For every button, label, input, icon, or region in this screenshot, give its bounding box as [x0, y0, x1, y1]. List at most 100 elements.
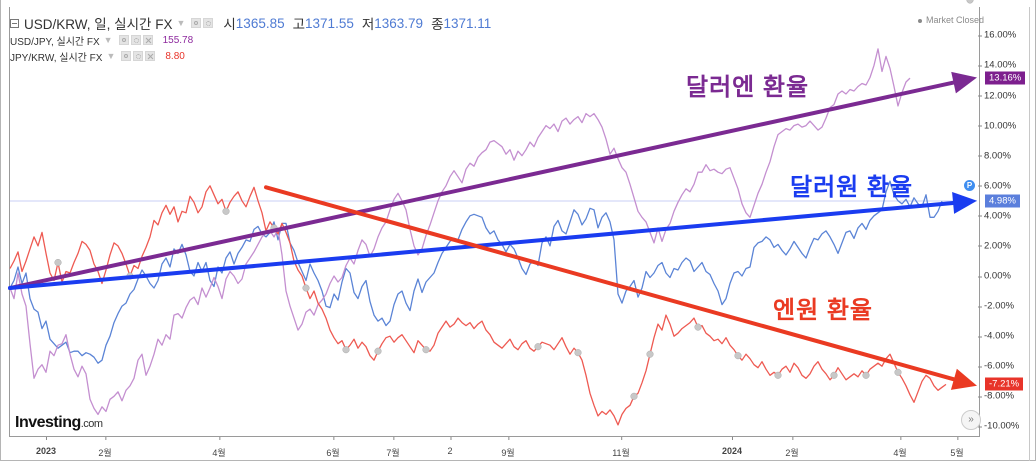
annotation-usdjpy: 달러엔 환율 — [686, 74, 810, 101]
visibility-icon[interactable] — [191, 18, 202, 28]
settings-icon[interactable] — [130, 35, 141, 45]
event-marker-icon[interactable] — [894, 368, 902, 376]
trend-arrow-line — [264, 185, 956, 382]
overlay-value: 8.80 — [165, 50, 185, 62]
plot-area-border — [9, 7, 980, 437]
dropdown-caret-icon[interactable]: ▼ — [103, 35, 113, 45]
settings-icon[interactable] — [133, 51, 144, 61]
y-tick-label: 12.00% — [977, 90, 1017, 102]
x-tick-label: 4월 — [893, 437, 907, 458]
dropdown-caret-icon[interactable]: ▼ — [176, 18, 186, 28]
open-label: 시 — [223, 17, 236, 32]
event-marker-icon[interactable] — [534, 343, 542, 351]
logo-suffix: .com — [80, 418, 103, 430]
overlay-symbol[interactable]: USD/JPY, 실시간 FX — [10, 36, 100, 48]
main-symbol[interactable]: USD/KRW, 일, 실시간 FX — [24, 17, 173, 32]
trend-arrow-line — [8, 80, 956, 291]
series-line-usdjpy[interactable] — [9, 48, 911, 416]
event-marker-icon[interactable] — [774, 371, 782, 379]
arrowhead-icon — [950, 368, 977, 390]
arrowhead-icon — [952, 192, 977, 214]
high-label: 고 — [292, 17, 306, 32]
x-tick-label: 5월 — [950, 437, 964, 458]
trend-arrows — [8, 71, 977, 390]
event-marker-icon[interactable] — [374, 347, 382, 355]
low-label: 저 — [361, 17, 375, 32]
y-tick-label: 10.00% — [977, 120, 1017, 132]
collapse-icon[interactable] — [10, 18, 19, 28]
event-markers — [54, 0, 974, 400]
x-tick-label: 11월 — [612, 437, 630, 458]
arrowhead-icon — [951, 71, 977, 94]
y-tick-label: -6.00% — [977, 360, 1015, 372]
logo-text: Investing — [15, 414, 81, 431]
scroll-to-latest-button[interactable]: » — [961, 410, 981, 430]
y-tick-label: 6.00% — [978, 180, 1011, 192]
market-status: Market Closed — [918, 15, 984, 25]
event-marker-icon[interactable] — [422, 346, 430, 354]
investing-logo[interactable]: Investing.com — [15, 414, 103, 432]
series-line-usdkrw[interactable] — [9, 180, 943, 364]
y-tick-label: -4.00% — [977, 330, 1015, 342]
last-value-badge: 4.98% — [985, 194, 1020, 208]
event-marker-icon[interactable] — [694, 323, 702, 331]
series-layer — [9, 48, 947, 426]
legend-main-series[interactable]: USD/KRW, 일, 실시간 FX ▼ 시 1365.85 고 1371.55 저… — [10, 14, 491, 32]
event-marker-icon[interactable] — [574, 349, 582, 357]
visibility-icon[interactable] — [118, 35, 129, 45]
event-marker-icon[interactable] — [302, 284, 310, 292]
event-marker-icon[interactable] — [646, 350, 654, 358]
remove-icon[interactable] — [142, 35, 153, 45]
dropdown-caret-icon[interactable]: ▼ — [106, 51, 116, 61]
overlay-value: 155.78 — [162, 34, 194, 46]
annotation-jpykrw: 엔원 환율 — [773, 297, 873, 324]
open-value: 1365.85 — [235, 15, 285, 31]
event-marker-icon[interactable] — [222, 207, 230, 215]
x-tick-label: 9월 — [501, 437, 515, 458]
y-tick-label: 0.00% — [978, 270, 1011, 282]
event-marker-icon[interactable] — [830, 371, 838, 379]
legend-overlay-usdjpy[interactable]: USD/JPY, 실시간 FX ▼ 155.78 — [10, 32, 491, 48]
status-dot-icon — [918, 18, 922, 23]
x-tick-label: 2월 — [98, 437, 112, 458]
y-tick-label: 2.00% — [978, 240, 1011, 252]
overlay-symbol[interactable]: JPY/KRW, 실시간 FX — [10, 52, 103, 64]
event-marker-icon[interactable] — [630, 392, 638, 400]
y-tick-label: 14.00% — [977, 59, 1017, 71]
market-status-text: Market Closed — [926, 15, 985, 25]
y-tick-label: 16.00% — [977, 29, 1017, 41]
close-value: 1371.11 — [443, 15, 492, 31]
event-marker-icon[interactable] — [54, 258, 62, 267]
legend-overlay-jpykrw[interactable]: JPY/KRW, 실시간 FX ▼ 8.80 — [10, 48, 491, 64]
y-tick-label: -2.00% — [977, 300, 1015, 312]
visibility-icon[interactable] — [121, 51, 132, 61]
x-tick-label: 2 — [447, 437, 453, 456]
y-tick-label: 8.00% — [978, 150, 1011, 162]
x-tick-label: 2024 — [721, 437, 743, 456]
settings-icon[interactable] — [203, 18, 214, 28]
x-tick-label: 4월 — [212, 437, 226, 458]
last-value-badge: -7.21% — [985, 377, 1024, 391]
annotation-usdkrw: 달러원 환율 — [790, 174, 914, 201]
event-marker-icon[interactable] — [734, 352, 742, 360]
high-value: 1371.55 — [305, 15, 354, 31]
event-marker-icon[interactable] — [342, 346, 350, 354]
chart-legend: USD/KRW, 일, 실시간 FX ▼ 시 1365.85 고 1371.55 저… — [10, 14, 491, 64]
event-marker-icon[interactable] — [966, 0, 974, 4]
low-value: 1363.79 — [374, 15, 424, 31]
event-marker-icon[interactable] — [862, 371, 870, 379]
x-tick-label: 6월 — [326, 437, 340, 458]
last-value-badge: 13.16% — [985, 71, 1026, 85]
x-tick-label: 2월 — [785, 437, 799, 458]
y-tick-label: -8.00% — [977, 390, 1015, 402]
close-label: 종 — [431, 17, 444, 32]
series-line-jpykrw[interactable] — [9, 185, 947, 426]
x-tick-label: 2023 — [35, 437, 57, 456]
y-tick-label: 4.00% — [978, 210, 1011, 222]
right-pane-divider — [1029, 7, 1030, 461]
remove-icon[interactable] — [145, 51, 156, 61]
y-tick-label: -10.00% — [977, 420, 1020, 432]
x-tick-label: 7월 — [386, 437, 400, 458]
p-marker-icon[interactable]: P — [964, 180, 975, 191]
